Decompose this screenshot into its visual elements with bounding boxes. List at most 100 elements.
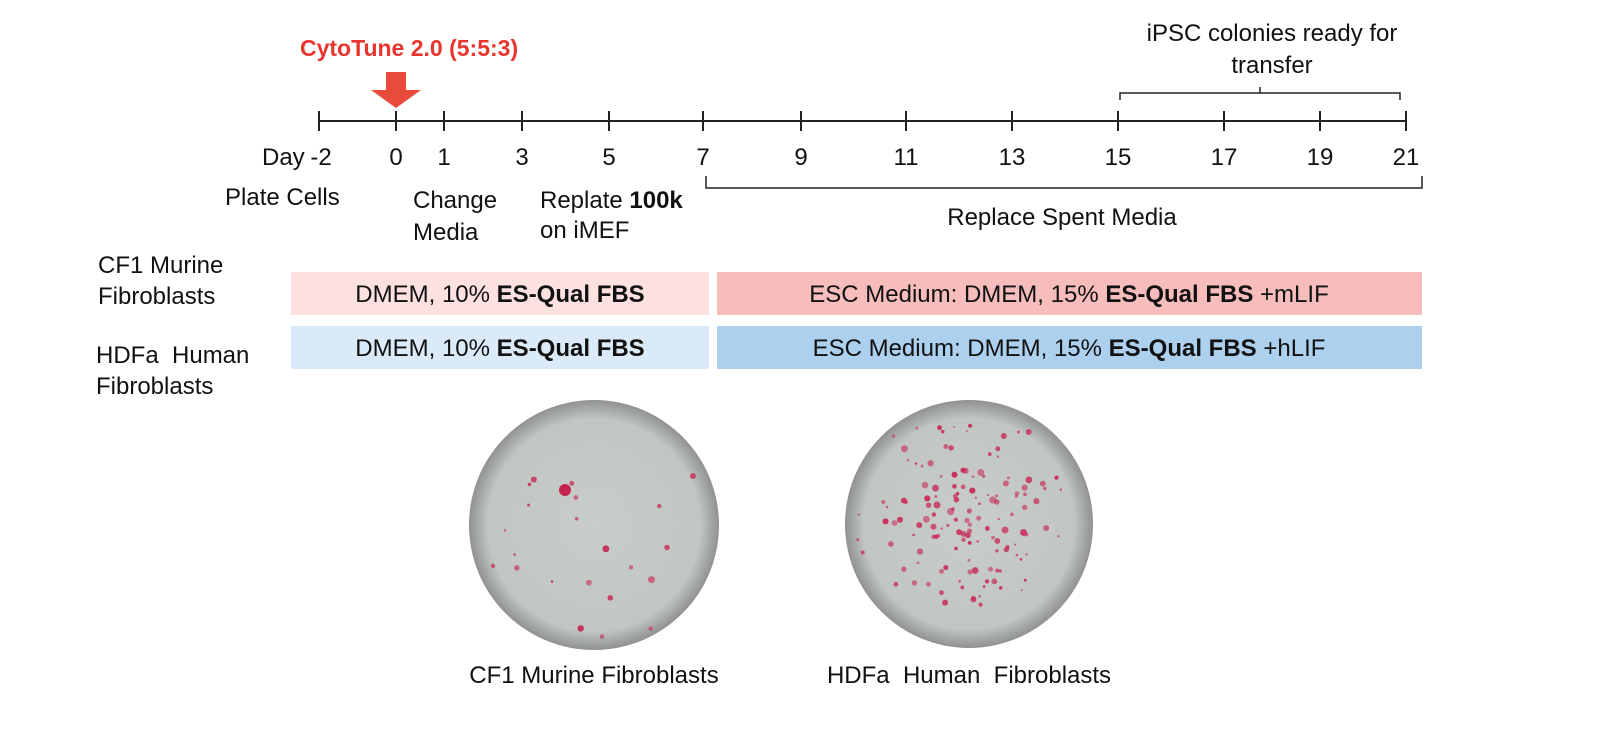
colony: [1025, 429, 1032, 435]
colony: [946, 523, 950, 528]
colony: [996, 455, 1000, 458]
colony: [971, 567, 979, 574]
colony: [916, 561, 920, 565]
media-text-part: ESC Medium: DMEM, 15%: [809, 281, 1105, 308]
media-text-bold: ES-Qual FBS: [497, 335, 645, 362]
colony: [1033, 498, 1040, 505]
colony: [915, 426, 919, 430]
colony: [906, 459, 910, 462]
colony: [998, 586, 1003, 590]
timeline-tick-label: 19: [1307, 144, 1334, 171]
colony: [916, 522, 923, 529]
ready-label: transfer: [1231, 52, 1312, 79]
colony: [965, 532, 971, 539]
colony: [952, 484, 957, 489]
media-text-bold: ES-Qual FBS: [1109, 335, 1257, 362]
timeline-tick-label: 17: [1211, 144, 1238, 171]
row-label: Fibroblasts: [98, 283, 215, 310]
colony: [888, 541, 894, 547]
colony: [856, 538, 860, 541]
colony: [577, 625, 584, 632]
ready-label: iPSC colonies ready for: [1147, 20, 1398, 47]
colony: [1020, 589, 1023, 592]
colony: [585, 579, 592, 586]
timeline-tick-label: 7: [696, 144, 709, 171]
colony: [970, 595, 976, 601]
timeline-axis-label: Day: [262, 144, 305, 171]
colony: [920, 464, 924, 468]
colony: [953, 517, 958, 522]
media-bar: [717, 326, 1422, 369]
colony: [569, 480, 575, 486]
media-bar: [717, 272, 1422, 315]
colony: [1014, 543, 1017, 546]
colony: [1015, 553, 1018, 557]
timeline-tick-label: 3: [515, 144, 528, 171]
colony: [882, 518, 889, 525]
colony: [937, 425, 942, 431]
media-text-part: +hLIF: [1257, 335, 1326, 362]
colony: [1019, 558, 1023, 561]
colony: [689, 473, 696, 479]
colony: [939, 590, 944, 596]
colony: [881, 499, 886, 505]
timeline-tick-label: 13: [999, 144, 1026, 171]
colony: [948, 445, 954, 451]
timeline-tick-label: -2: [310, 144, 331, 171]
colony: [995, 446, 1001, 452]
colony: [931, 512, 937, 517]
colony: [977, 469, 985, 476]
media-bar: [291, 326, 709, 369]
media-text-part: ESC Medium: DMEM, 15%: [813, 335, 1109, 362]
media-text-part: DMEM, 10%: [355, 335, 496, 362]
colony: [1017, 430, 1021, 434]
step-label: Plate Cells: [225, 184, 340, 211]
colony: [513, 553, 516, 556]
step-label: on iMEF: [540, 217, 629, 244]
colony: [987, 452, 992, 457]
media-bar: [291, 272, 709, 315]
media-text-part: +mLIF: [1253, 281, 1328, 308]
colony: [602, 545, 610, 553]
colony: [1014, 494, 1018, 498]
colony: [921, 481, 929, 489]
colony: [1043, 486, 1047, 491]
colony: [964, 517, 970, 524]
dish-caption: HDFa Human Fibroblasts: [827, 662, 1111, 689]
colony: [901, 445, 908, 453]
media-text-bold: ES-Qual FBS: [497, 281, 645, 308]
timeline-tick-label: 15: [1105, 144, 1132, 171]
colony: [974, 496, 977, 499]
colony: [995, 549, 999, 553]
colony: [893, 581, 899, 587]
step-label: Replate 100k: [540, 187, 683, 214]
colony: [953, 496, 960, 503]
colony: [994, 538, 1001, 544]
media-text-part: DMEM, 10%: [355, 281, 496, 308]
colony: [930, 523, 937, 530]
colony: [573, 495, 579, 500]
colony: [960, 530, 967, 537]
colony: [891, 434, 896, 438]
step-text-bold: 100k: [629, 187, 683, 214]
colony: [1001, 526, 1009, 534]
colony: [995, 568, 1000, 573]
colony: [648, 626, 653, 631]
colony: [967, 558, 971, 562]
colony: [527, 503, 530, 507]
step-label: Media: [413, 219, 479, 246]
colony: [955, 491, 960, 496]
colony: [1023, 578, 1027, 582]
colony: [968, 423, 973, 428]
step-label: Replace Spent Media: [947, 204, 1177, 231]
colony: [951, 471, 958, 478]
colony: [927, 460, 934, 467]
colony: [967, 569, 973, 575]
colony: [857, 513, 860, 516]
colony: [976, 515, 982, 521]
colony: [956, 529, 963, 536]
colony: [514, 565, 520, 571]
colony: [1020, 528, 1027, 536]
row-label: HDFa Human: [96, 342, 249, 369]
media-text: DMEM, 10% ES-Qual FBS: [355, 335, 644, 362]
